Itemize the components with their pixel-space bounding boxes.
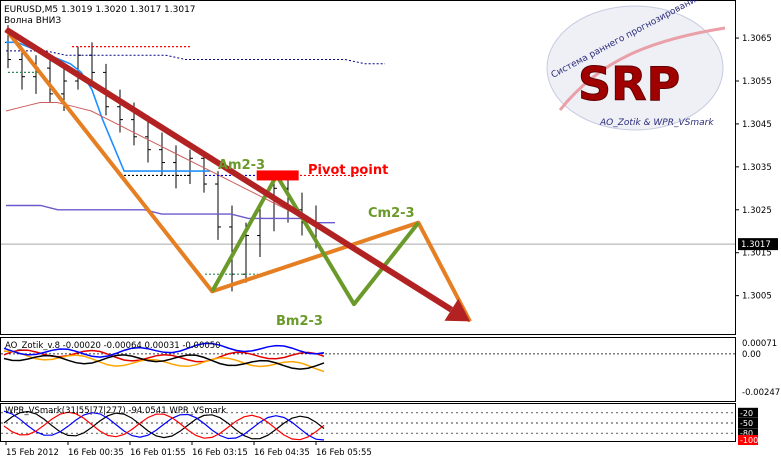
ao-series-line (3, 350, 325, 373)
wpr-tick-label: -50 (740, 419, 753, 428)
ao-pane (0, 337, 736, 402)
ao-series-line (3, 342, 325, 358)
price-tick-label: 1.3035 (742, 163, 772, 173)
ao-tick-label: -0.00247 (742, 388, 780, 398)
label-bm: Bm2-3 (276, 314, 323, 329)
current-price-label: 1.3017 (741, 240, 771, 250)
logo-swoosh (558, 26, 726, 111)
price-tick-label: 1.3065 (742, 34, 772, 44)
logo-brand: SRP (578, 57, 680, 111)
wpr-series-line (3, 410, 325, 441)
ao-tick-label: 0.00071 (742, 339, 777, 349)
ao-tick-label: 0.00 (742, 350, 761, 360)
moving-average-line (6, 50, 385, 65)
logo-author: AO_Zotik & WPR_VSmark (599, 118, 714, 128)
zigzag-orange (4, 28, 472, 323)
ao-series-line (3, 354, 325, 370)
wpr-tick-label: -20 (740, 409, 753, 418)
moving-average-line (5, 102, 331, 232)
wpr-tick-box (738, 428, 758, 439)
wpr-tick-label: -80 (740, 429, 753, 438)
trend-arrow-head (444, 298, 470, 322)
wpr-tick-label: -100 (740, 436, 758, 445)
price-tick-label: 1.3045 (742, 120, 772, 130)
time-tick-label: 15 Feb 2012 (6, 448, 59, 458)
symbol-header: EURUSD,M5 1.3019 1.3020 1.3017 1.3017 (4, 5, 196, 15)
price-tick-label: 1.3005 (742, 292, 772, 302)
price-tick-label: 1.3025 (742, 206, 772, 216)
wpr-series-line (3, 411, 325, 441)
time-tick-label: 16 Feb 04:35 (254, 448, 310, 458)
trend-arrow-line (4, 26, 453, 313)
zigzag-green (210, 173, 420, 307)
ao-label: AO_Zotik_v.8 -0.00020 -0.00064 0.00031 -… (5, 341, 221, 351)
time-tick-label: 16 Feb 01:55 (130, 448, 186, 458)
wpr-label: WPR_VSmark(31|55|77|277) -94.0541 WPR_VS… (5, 406, 226, 416)
current-price-box (738, 238, 778, 251)
label-am: Am2-3 (218, 158, 265, 173)
label-pivot: Pivot point (308, 163, 388, 178)
wpr-tick-box (738, 407, 758, 418)
price-tick-label: 1.3055 (742, 77, 772, 87)
label-cm: Cm2-3 (368, 206, 415, 221)
wpr-series-line (3, 410, 325, 440)
pivot-point-marker (256, 170, 299, 181)
time-tick-label: 16 Feb 03:15 (192, 448, 248, 458)
wave-label: Волна ВНИЗ (4, 16, 61, 26)
wpr-tick-box (738, 435, 758, 445)
wpr-tick-box (738, 418, 758, 428)
time-tick-label: 16 Feb 00:35 (68, 448, 124, 458)
price-tick-label: 1.3015 (742, 249, 772, 259)
moving-average-line (6, 204, 335, 224)
time-tick-label: 16 Feb 05:55 (316, 448, 372, 458)
